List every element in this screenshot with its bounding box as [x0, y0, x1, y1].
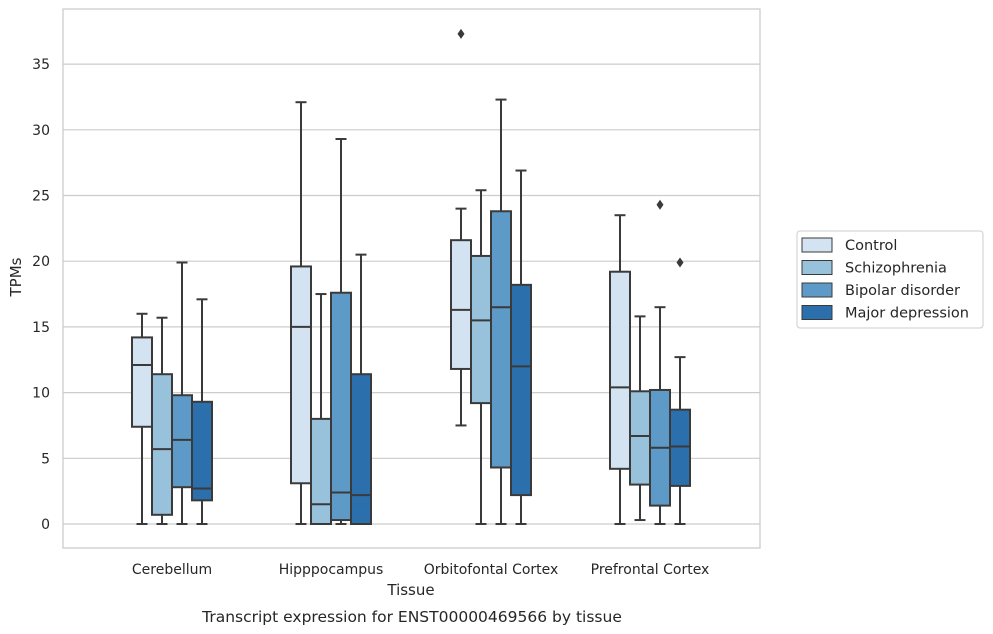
- y-tick-label: 5: [41, 451, 50, 467]
- y-tick-label: 25: [32, 189, 50, 205]
- y-tick-label: 35: [32, 57, 50, 73]
- box-body: [330, 291, 352, 522]
- x-tick-label: Hipppocampus: [279, 562, 384, 578]
- box-body: [290, 265, 312, 485]
- legend-frame: [796, 230, 984, 329]
- outlier-point: [656, 199, 664, 210]
- legend-label: Bipolar disorder: [845, 283, 960, 299]
- box-body: [669, 408, 691, 487]
- box-bipolar-disorder: [490, 98, 512, 525]
- box-control: [131, 312, 153, 525]
- box-body: [609, 270, 631, 470]
- outlier-point: [676, 257, 684, 268]
- legend-swatch: [801, 305, 833, 320]
- outlier-point: [457, 28, 465, 39]
- box-body: [171, 394, 193, 489]
- box-body: [310, 417, 332, 526]
- box-major-depression: [510, 169, 532, 525]
- x-tick-label: Cerebellum: [132, 562, 212, 578]
- box-schizophrenia: [151, 316, 173, 525]
- box-schizophrenia: [470, 189, 492, 525]
- box-body: [510, 283, 532, 497]
- y-tick-labels: 0 5 10 15 20 25 30 35: [32, 57, 50, 533]
- box-body: [151, 373, 173, 516]
- legend-label: Control: [845, 238, 897, 254]
- y-tick-label: 15: [32, 320, 50, 336]
- box-bipolar-disorder: [330, 137, 352, 525]
- plot-frame: [62, 8, 761, 549]
- box-major-depression: [350, 253, 372, 526]
- box-body: [350, 373, 372, 526]
- box-schizophrenia: [629, 315, 651, 522]
- figure-caption: Transcript expression for ENST0000046956…: [201, 608, 622, 626]
- boxes: [131, 28, 691, 526]
- y-tick-label: 20: [32, 254, 50, 270]
- box-major-depression: [191, 298, 213, 525]
- box-body: [191, 400, 213, 502]
- box-control: [290, 101, 312, 525]
- box-body: [490, 210, 512, 469]
- legend-swatch: [801, 237, 833, 253]
- x-tick-label: Orbitofontal Cortex: [424, 562, 559, 578]
- legend-swatch: [801, 282, 833, 298]
- box-bipolar-disorder: [649, 199, 671, 525]
- box-schizophrenia: [310, 293, 332, 526]
- box-major-depression: [669, 257, 691, 525]
- y-axis-label: TPMs: [7, 257, 25, 297]
- x-axis-label: Tissue: [386, 581, 434, 599]
- legend: Control Schizophrenia Bipolar disorder Majo…: [796, 230, 984, 329]
- y-tick-label: 10: [32, 386, 50, 402]
- legend-label: Schizophrenia: [845, 261, 947, 277]
- box-control: [450, 28, 472, 427]
- box-body: [131, 336, 153, 428]
- x-tick-labels: Cerebellum Hipppocampus Orbitofontal Corte…: [132, 562, 709, 578]
- x-tick-label: Prefrontal Cortex: [591, 562, 710, 578]
- box-control: [609, 214, 631, 525]
- y-tick-label: 0: [41, 517, 50, 533]
- box-body: [450, 239, 472, 370]
- legend-label: Major depression: [845, 306, 969, 322]
- box-body: [470, 254, 492, 405]
- y-tick-label: 30: [32, 123, 50, 139]
- legend-swatch: [801, 260, 833, 275]
- box-bipolar-disorder: [171, 261, 193, 525]
- box-body: [629, 390, 651, 486]
